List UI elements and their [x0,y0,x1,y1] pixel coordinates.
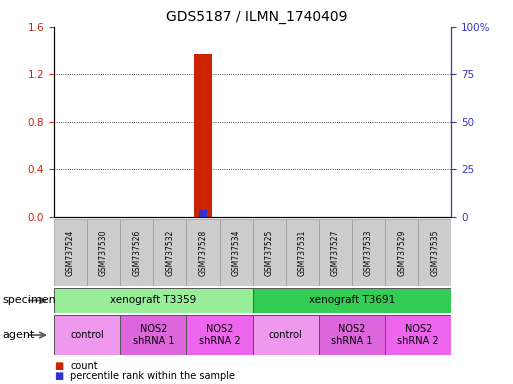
Text: NOS2
shRNA 2: NOS2 shRNA 2 [199,324,240,346]
Text: GSM737526: GSM737526 [132,229,141,276]
Text: GSM737532: GSM737532 [165,229,174,276]
Text: GSM737524: GSM737524 [66,229,75,276]
Text: count: count [70,361,98,371]
Text: control: control [70,330,104,340]
Bar [200,210,207,217]
Bar [153,219,186,286]
Text: ■: ■ [54,361,63,371]
Text: GSM737527: GSM737527 [331,229,340,276]
Text: GSM737534: GSM737534 [231,229,241,276]
Bar [186,315,252,355]
Bar [54,288,252,313]
Text: GSM737529: GSM737529 [397,229,406,276]
Text: ■: ■ [54,371,63,381]
Bar [87,219,120,286]
Bar [418,219,451,286]
Bar [252,288,451,313]
Bar [385,315,451,355]
Text: xenograft T3359: xenograft T3359 [110,295,196,306]
Text: GDS5187 / ILMN_1740409: GDS5187 / ILMN_1740409 [166,10,347,23]
Text: GSM737533: GSM737533 [364,229,373,276]
Bar [319,315,385,355]
Bar [186,219,220,286]
Text: GSM737531: GSM737531 [298,229,307,276]
Bar [120,315,186,355]
Bar [385,219,418,286]
Bar [220,219,252,286]
Bar [319,219,352,286]
Bar [54,219,87,286]
Bar [286,219,319,286]
Text: GSM737525: GSM737525 [265,229,274,276]
Text: GSM737530: GSM737530 [99,229,108,276]
Text: xenograft T3691: xenograft T3691 [309,295,395,306]
Text: NOS2
shRNA 1: NOS2 shRNA 1 [132,324,174,346]
Bar [120,219,153,286]
Text: NOS2
shRNA 2: NOS2 shRNA 2 [398,324,439,346]
Text: agent: agent [3,330,35,340]
Text: GSM737535: GSM737535 [430,229,439,276]
Bar [252,315,319,355]
Bar [194,54,212,217]
Text: GSM737528: GSM737528 [199,229,207,276]
Text: percentile rank within the sample: percentile rank within the sample [70,371,235,381]
Text: NOS2
shRNA 1: NOS2 shRNA 1 [331,324,373,346]
Text: specimen: specimen [3,295,56,306]
Text: control: control [269,330,303,340]
Bar [252,219,286,286]
Bar [54,315,120,355]
Bar [352,219,385,286]
